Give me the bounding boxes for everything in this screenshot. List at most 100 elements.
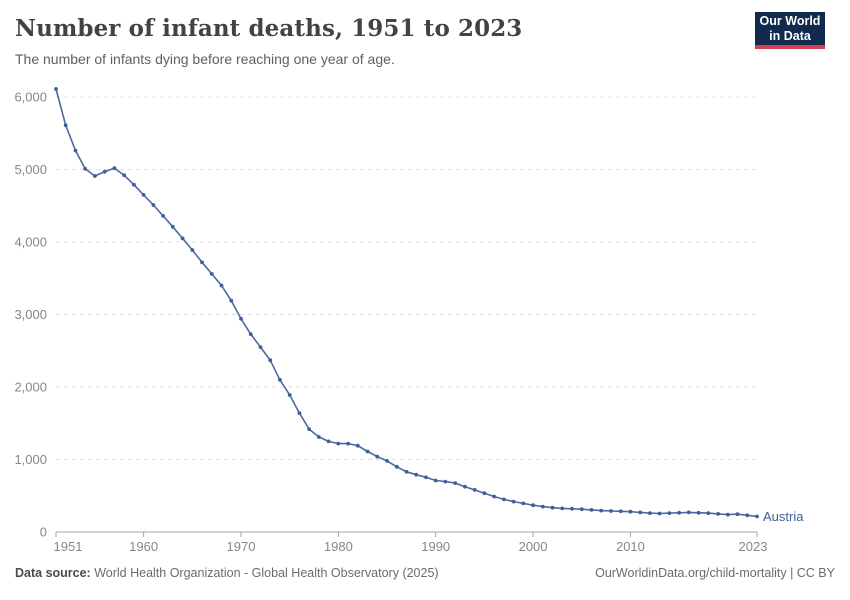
- data-point-austria-2021[interactable]: [735, 512, 740, 517]
- data-point-austria-1990[interactable]: [433, 478, 438, 483]
- data-point-austria-1955[interactable]: [93, 174, 97, 178]
- data-point-austria-2001[interactable]: [540, 504, 545, 509]
- data-point-austria-2018[interactable]: [706, 511, 711, 515]
- y-tick-label-5000: 5,000: [14, 162, 47, 177]
- data-point-austria-1960[interactable]: [141, 193, 146, 197]
- data-point-austria-2000[interactable]: [531, 503, 535, 508]
- data-source-value: World Health Organization - Global Healt…: [90, 566, 439, 580]
- data-point-austria-1977[interactable]: [307, 427, 311, 431]
- data-point-austria-1951[interactable]: [54, 87, 58, 91]
- data-point-austria-2014[interactable]: [667, 511, 672, 515]
- data-point-austria-1975[interactable]: [287, 393, 292, 397]
- data-point-austria-1966[interactable]: [200, 260, 204, 265]
- data-point-austria-2010[interactable]: [628, 509, 633, 514]
- data-source-label: Data source:: [15, 566, 91, 580]
- owid-logo-line2: in Data: [769, 28, 811, 43]
- data-point-austria-1969[interactable]: [229, 298, 234, 303]
- plot-area: 0 1,000 2,000 3,000 4,000 5,000 6,000 1951 1960 1…: [0, 80, 850, 560]
- chart-header: Number of infant deaths, 1951 to 2023 Th…: [15, 12, 835, 68]
- chart-subtitle: The number of infants dying before reach…: [15, 51, 395, 67]
- data-point-austria-1984[interactable]: [375, 454, 380, 459]
- data-point-austria-2013[interactable]: [657, 511, 662, 516]
- data-point-austria-1965[interactable]: [190, 248, 195, 252]
- data-point-austria-1962[interactable]: [161, 214, 166, 218]
- series-label-austria[interactable]: Austria: [763, 509, 804, 524]
- data-point-austria-1999[interactable]: [521, 501, 526, 506]
- data-point-austria-1989[interactable]: [424, 475, 428, 480]
- data-point-austria-1964[interactable]: [180, 236, 185, 241]
- data-point-austria-2006[interactable]: [589, 508, 594, 512]
- y-tick-label-2000: 2,000: [14, 380, 47, 395]
- data-point-austria-2003[interactable]: [560, 506, 565, 511]
- data-point-austria-1993[interactable]: [463, 484, 467, 489]
- data-point-austria-1974[interactable]: [278, 377, 282, 382]
- data-source-note: Data source: World Health Organization -…: [15, 566, 439, 580]
- data-point-austria-1978[interactable]: [317, 435, 321, 439]
- data-point-austria-2004[interactable]: [570, 506, 574, 511]
- data-point-austria-1991[interactable]: [443, 479, 448, 484]
- line-chart: 0 1,000 2,000 3,000 4,000 5,000 6,000 1951 1960 1…: [14, 87, 804, 554]
- data-point-austria-1981[interactable]: [346, 441, 350, 446]
- data-point-austria-1973[interactable]: [268, 358, 273, 363]
- data-point-austria-1958[interactable]: [122, 173, 127, 178]
- data-point-austria-2009[interactable]: [618, 509, 623, 514]
- data-point-austria-1979[interactable]: [326, 439, 331, 444]
- data-point-austria-2011[interactable]: [638, 510, 643, 515]
- data-point-austria-2019[interactable]: [716, 512, 720, 516]
- data-point-austria-2016[interactable]: [686, 510, 691, 515]
- data-point-austria-1998[interactable]: [511, 499, 516, 504]
- data-point-austria-1953[interactable]: [73, 148, 78, 153]
- data-point-austria-1971[interactable]: [248, 332, 253, 336]
- x-tick-label-2023: 2023: [739, 539, 768, 554]
- data-point-austria-1961[interactable]: [151, 203, 156, 207]
- data-point-austria-2023[interactable]: [755, 514, 759, 519]
- data-point-austria-2020[interactable]: [725, 512, 730, 517]
- y-tick-label-0: 0: [40, 525, 47, 540]
- data-point-austria-1982[interactable]: [355, 443, 360, 448]
- data-point-austria-1992[interactable]: [453, 481, 458, 485]
- data-point-austria-1952[interactable]: [63, 123, 68, 128]
- data-point-austria-2022[interactable]: [745, 513, 750, 518]
- x-tick-label-1970: 1970: [227, 539, 256, 554]
- data-point-austria-1995[interactable]: [482, 491, 487, 496]
- data-point-austria-1970[interactable]: [239, 316, 243, 321]
- x-tick-label-1951: 1951: [54, 539, 83, 554]
- data-point-austria-1983[interactable]: [365, 449, 370, 454]
- data-point-austria-1994[interactable]: [472, 488, 477, 492]
- data-point-austria-2017[interactable]: [696, 510, 701, 515]
- y-tick-label-6000: 6,000: [14, 90, 47, 105]
- owid-logo[interactable]: Our World in Data: [755, 12, 825, 49]
- data-point-austria-1963[interactable]: [170, 224, 175, 229]
- data-point-austria-1988[interactable]: [414, 472, 419, 477]
- data-point-austria-1986[interactable]: [394, 464, 399, 469]
- owid-logo-line1: Our World: [759, 14, 821, 28]
- data-point-austria-2007[interactable]: [599, 508, 604, 513]
- data-point-austria-1957[interactable]: [112, 166, 117, 170]
- data-point-austria-2005[interactable]: [579, 507, 584, 512]
- data-point-austria-2002[interactable]: [550, 505, 555, 510]
- series-line-austria[interactable]: [55, 88, 758, 518]
- x-tick-label-2000: 2000: [519, 539, 548, 554]
- y-tick-label-3000: 3,000: [14, 307, 47, 322]
- data-point-austria-1987[interactable]: [404, 469, 409, 474]
- y-tick-label-1000: 1,000: [14, 452, 47, 467]
- data-point-austria-1959[interactable]: [132, 182, 136, 187]
- x-tick-label-2010: 2010: [616, 539, 645, 554]
- data-point-austria-1980[interactable]: [336, 441, 341, 446]
- y-tick-label-4000: 4,000: [14, 235, 47, 250]
- data-point-austria-1967[interactable]: [209, 272, 214, 276]
- data-point-austria-1972[interactable]: [258, 345, 263, 349]
- chart-title: Number of infant deaths, 1951 to 2023: [15, 15, 523, 42]
- data-point-austria-1968[interactable]: [219, 283, 224, 288]
- data-point-austria-1954[interactable]: [83, 166, 88, 171]
- data-point-austria-1976[interactable]: [297, 411, 302, 415]
- data-point-austria-1956[interactable]: [102, 169, 107, 174]
- data-point-austria-2015[interactable]: [677, 510, 681, 515]
- data-point-austria-1997[interactable]: [502, 497, 506, 502]
- data-point-austria-2012[interactable]: [648, 511, 652, 515]
- data-point-austria-1985[interactable]: [385, 459, 389, 463]
- owid-cc-link[interactable]: OurWorldinData.org/child-mortality | CC …: [595, 566, 835, 580]
- data-point-austria-1996[interactable]: [492, 494, 496, 499]
- data-point-austria-2008[interactable]: [609, 509, 613, 513]
- x-tick-label-1980: 1980: [324, 539, 353, 554]
